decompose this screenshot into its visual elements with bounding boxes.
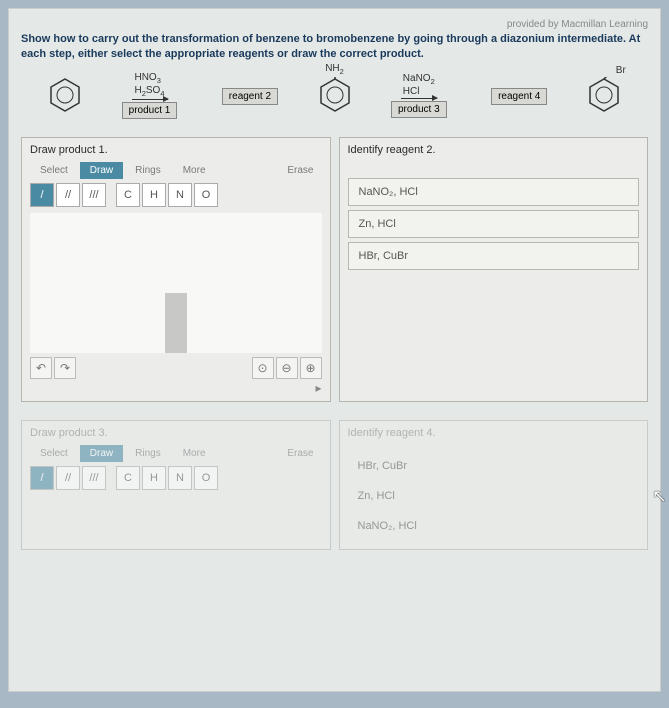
br-label: Br <box>616 65 626 76</box>
tab-erase[interactable]: Erase <box>279 162 321 179</box>
scroll-right-icon[interactable]: ▸ <box>30 381 322 395</box>
arrow-4: reagent 4 <box>491 86 547 105</box>
mol-bromobenzene: Br <box>588 77 620 113</box>
tool-triple-bond-3[interactable]: /// <box>82 466 106 490</box>
reagent-4-box[interactable]: reagent 4 <box>491 88 547 105</box>
option-zn-hcl[interactable]: Zn, HCl <box>348 210 640 238</box>
tool-double-bond[interactable]: // <box>56 183 80 207</box>
atom-o-3[interactable]: O <box>194 466 218 490</box>
arrow-2: reagent 2 <box>222 86 278 105</box>
benzene-icon <box>588 77 620 113</box>
option-hbr-cubr[interactable]: HBr, CuBr <box>348 242 640 270</box>
atom-h-3[interactable]: H <box>142 466 166 490</box>
panel3-title: Draw product 3. <box>30 427 322 439</box>
zoom-out-button[interactable]: ⊖ <box>276 357 298 379</box>
tool-triple-bond[interactable]: /// <box>82 183 106 207</box>
benzene-icon <box>319 77 351 113</box>
tool-double-bond-3[interactable]: // <box>56 466 80 490</box>
panel-row-1: Draw product 1. Select Draw Rings More E… <box>21 137 648 402</box>
panel4-title: Identify reagent 4. <box>348 427 640 439</box>
product-1-box[interactable]: product 1 <box>122 102 178 119</box>
arrow1-reagents: HNO3 H2SO4 <box>134 72 164 99</box>
panel2-title: Identify reagent 2. <box>348 144 640 156</box>
tab-draw-3[interactable]: Draw <box>80 445 123 462</box>
tool-single-bond-3[interactable]: / <box>30 466 54 490</box>
panel3-tools: / // /// C H N O <box>30 466 322 490</box>
tab-rings-3[interactable]: Rings <box>125 445 171 462</box>
reagent-2-box[interactable]: reagent 2 <box>222 88 278 105</box>
tab-select[interactable]: Select <box>30 162 78 179</box>
panel2-options: NaNO₂, HCl Zn, HCl HBr, CuBr <box>348 178 640 270</box>
page: provided by Macmillan Learning Show how … <box>8 8 661 692</box>
tab-erase-3[interactable]: Erase <box>279 445 321 462</box>
tab-rings[interactable]: Rings <box>125 162 171 179</box>
atom-o[interactable]: O <box>194 183 218 207</box>
arrow-1: HNO3 H2SO4 product 1 <box>122 72 178 120</box>
panel-draw-product-3: Draw product 3. Select Draw Rings More E… <box>21 420 331 550</box>
tab-draw[interactable]: Draw <box>80 162 123 179</box>
atom-c-3[interactable]: C <box>116 466 140 490</box>
panel-identify-reagent-4: Identify reagent 4. HBr, CuBr Zn, HCl Na… <box>339 420 649 550</box>
mol-benzene <box>49 77 81 113</box>
atom-h[interactable]: H <box>142 183 166 207</box>
canvas-1[interactable] <box>30 213 322 353</box>
reaction-scheme: HNO3 H2SO4 product 1 reagent 2 NH2 NaNO2… <box>21 72 648 120</box>
tab-select-3[interactable]: Select <box>30 445 78 462</box>
panel1-bottom: ↶ ↷ ⊙ ⊖ ⊕ <box>30 357 322 379</box>
tab-more[interactable]: More <box>173 162 216 179</box>
zoom-in-button[interactable]: ⊕ <box>300 357 322 379</box>
redo-button[interactable]: ↷ <box>54 357 76 379</box>
zoom-fit-button[interactable]: ⊙ <box>252 357 274 379</box>
tool-single-bond[interactable]: / <box>30 183 54 207</box>
mol-aniline: NH2 <box>319 77 351 113</box>
atom-n[interactable]: N <box>168 183 192 207</box>
panel-identify-reagent-2: Identify reagent 2. NaNO₂, HCl Zn, HCl H… <box>339 137 649 402</box>
arrow-3: NaNO2 HCl product 3 <box>391 73 447 118</box>
benzene-icon <box>49 77 81 113</box>
provider-text: provided by Macmillan Learning <box>21 19 648 30</box>
panel-row-2: Draw product 3. Select Draw Rings More E… <box>21 420 648 550</box>
panel1-tools: / // /// C H N O <box>30 183 322 207</box>
arrow3-reagents: NaNO2 HCl <box>403 73 435 97</box>
panel1-title: Draw product 1. <box>30 144 322 156</box>
tab-more-3[interactable]: More <box>173 445 216 462</box>
panel1-tabs: Select Draw Rings More Erase <box>30 162 322 179</box>
question-text: Show how to carry out the transformation… <box>21 32 648 62</box>
panel-draw-product-1: Draw product 1. Select Draw Rings More E… <box>21 137 331 402</box>
option-zn-hcl-4[interactable]: Zn, HCl <box>348 483 640 509</box>
aniline-label: NH2 <box>325 63 344 76</box>
undo-button[interactable]: ↶ <box>30 357 52 379</box>
mouse-cursor-icon: ↖ <box>652 486 667 507</box>
atom-n-3[interactable]: N <box>168 466 192 490</box>
product-3-box[interactable]: product 3 <box>391 101 447 118</box>
option-nano2-hcl[interactable]: NaNO₂, HCl <box>348 178 640 206</box>
atom-c[interactable]: C <box>116 183 140 207</box>
option-hbr-cubr-4[interactable]: HBr, CuBr <box>348 453 640 479</box>
panel3-tabs: Select Draw Rings More Erase <box>30 445 322 462</box>
panel4-options: HBr, CuBr Zn, HCl NaNO₂, HCl <box>348 453 640 539</box>
option-nano2-hcl-4[interactable]: NaNO₂, HCl <box>348 513 640 539</box>
